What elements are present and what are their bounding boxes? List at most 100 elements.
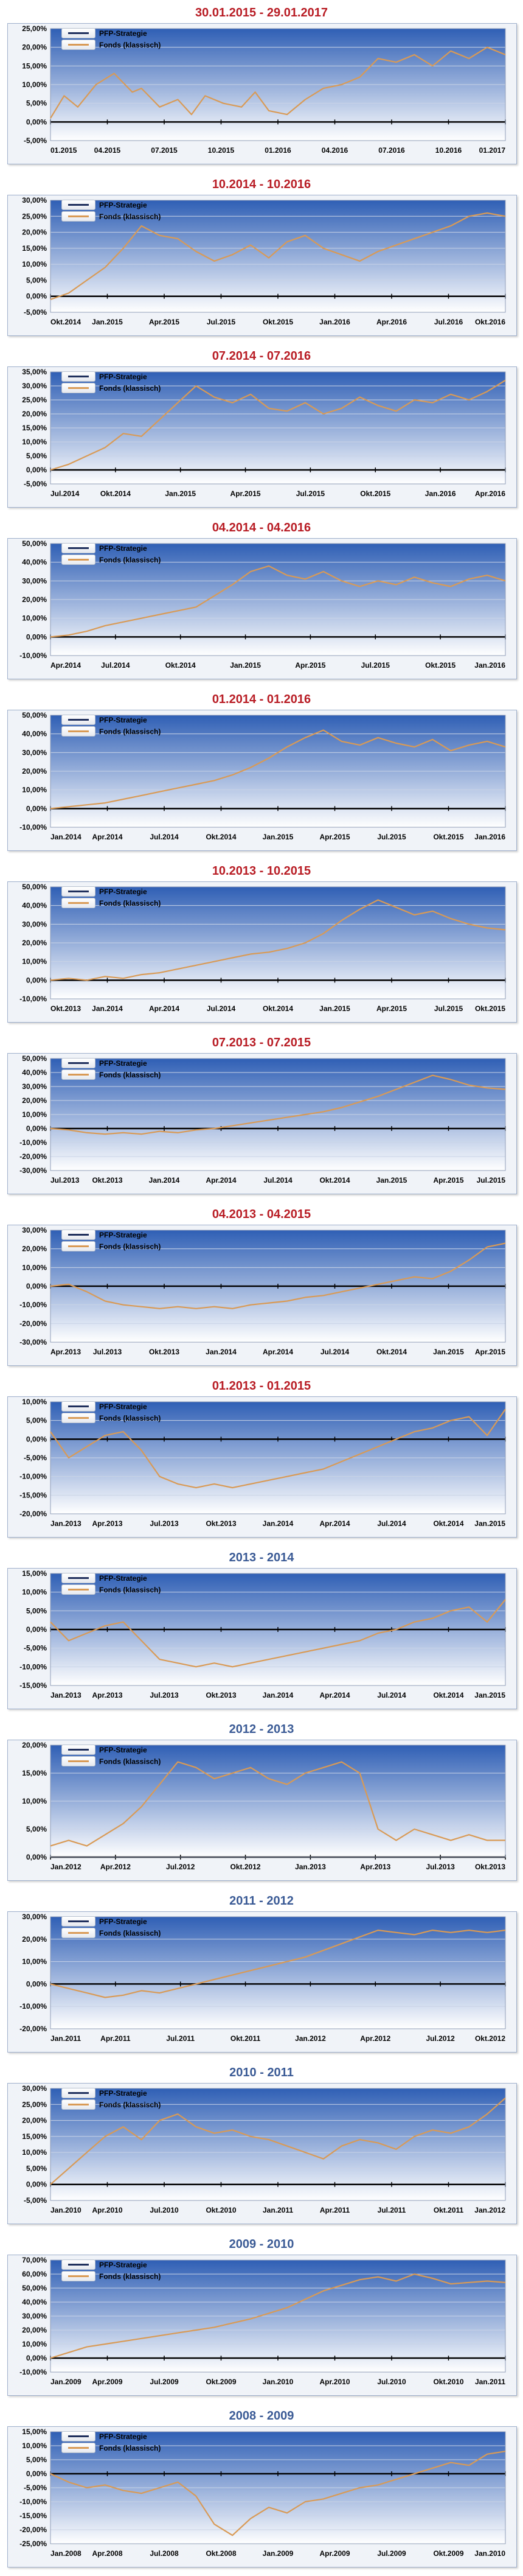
x-tick-label: Jul.2009 bbox=[377, 2549, 406, 2558]
x-tick-label: Jul.2014 bbox=[101, 661, 130, 670]
y-tick-label: -5,00% bbox=[24, 2196, 47, 2205]
x-tick-label: 01.2015 bbox=[50, 146, 77, 155]
y-tick-label: 25,00% bbox=[22, 396, 47, 404]
x-tick-label: Okt.2012 bbox=[475, 2034, 505, 2043]
x-tick-label: Apr.2015 bbox=[295, 661, 325, 670]
y-tick-label: 30,00% bbox=[22, 1226, 47, 1234]
chart-title: 07.2014 - 07.2016 bbox=[212, 349, 311, 363]
plot-border bbox=[50, 886, 506, 999]
legend-item-strategy: PFP-Strategie bbox=[61, 886, 161, 897]
x-tick-label: Okt.2014 bbox=[100, 489, 131, 498]
y-tick-label: 20,00% bbox=[22, 2326, 47, 2334]
x-tick-label: Okt.2012 bbox=[230, 1863, 261, 1871]
x-tick-label: Okt.2014 bbox=[433, 1519, 463, 1528]
chart-frame: 50,00% 40,00% 30,00% 20,00% 10,00% 0,00% -10,0… bbox=[7, 1053, 517, 1194]
y-tick-label: 15,00% bbox=[22, 1769, 47, 1777]
x-tick-label: Okt.2010 bbox=[433, 2378, 463, 2386]
y-tick-label: 10,00% bbox=[22, 1398, 47, 1406]
y-tick-label: -5,00% bbox=[24, 1454, 47, 1462]
line-chart: 50,00% 40,00% 30,00% 20,00% 10,00% 0,00% -10,0… bbox=[19, 1054, 506, 1185]
x-tick-label: Jan.2012 bbox=[474, 2206, 505, 2214]
x-tick-label: Jan.2011 bbox=[50, 2034, 81, 2043]
legend-item-strategy: PFP-Strategie bbox=[61, 1057, 161, 1069]
legend-label-strategy: PFP-Strategie bbox=[99, 1059, 147, 1068]
legend-label-fund: Fonds (klassisch) bbox=[99, 1242, 161, 1251]
chart-panel: 04.2014 - 04.2016 50,00% 40,00% 30,00% 20,00… bbox=[0, 515, 523, 687]
legend-swatch-fund bbox=[61, 40, 95, 50]
x-tick-label: Okt.2015 bbox=[263, 318, 293, 326]
chart-title: 01.2013 - 01.2015 bbox=[212, 1379, 311, 1393]
y-tick-label: -20,00% bbox=[19, 2525, 47, 2534]
y-tick-label: 25,00% bbox=[22, 2100, 47, 2109]
x-tick-label: Jan.2016 bbox=[474, 661, 505, 670]
chart-legend: PFP-Strategie Fonds (klassisch) bbox=[61, 714, 161, 737]
legend-swatch-fund bbox=[61, 898, 95, 908]
x-tick-label: Apr.2013 bbox=[360, 1863, 390, 1871]
y-tick-label: 0,00% bbox=[26, 2354, 47, 2362]
legend-item-fund: Fonds (klassisch) bbox=[61, 39, 161, 51]
chart-frame: 25,00% 20,00% 15,00% 10,00% 5,00% 0,00% -5,00%… bbox=[7, 23, 517, 164]
x-tick-label: Apr.2011 bbox=[320, 2206, 350, 2214]
legend-swatch-strategy bbox=[61, 2259, 95, 2270]
chart-panel: 01.2013 - 01.2015 10,00% 5,00% 0,00% -5,00% -… bbox=[0, 1373, 523, 1545]
x-tick-label: Okt.2014 bbox=[263, 1004, 293, 1013]
y-tick-label: 0,00% bbox=[26, 976, 47, 984]
y-tick-label: -10,00% bbox=[19, 1472, 47, 1481]
legend-label-fund: Fonds (klassisch) bbox=[99, 727, 161, 736]
x-tick-label: Jan.2015 bbox=[230, 661, 261, 670]
y-tick-label: 0,00% bbox=[26, 1853, 47, 1861]
x-tick-label: Okt.2013 bbox=[206, 1691, 236, 1699]
legend-swatch-fund bbox=[61, 726, 95, 737]
x-tick-label: Jul.2014 bbox=[320, 1348, 350, 1356]
line-chart: 50,00% 40,00% 30,00% 20,00% 10,00% 0,00% -10,0… bbox=[19, 539, 506, 670]
legend-label-strategy: PFP-Strategie bbox=[99, 544, 147, 553]
y-tick-label: -20,00% bbox=[19, 2025, 47, 2033]
y-tick-label: 15,00% bbox=[22, 2132, 47, 2141]
chart-legend: PFP-Strategie Fonds (klassisch) bbox=[61, 199, 161, 222]
chart-title: 2009 - 2010 bbox=[229, 2238, 294, 2251]
chart-panel: 04.2013 - 04.2015 30,00% 20,00% 10,00% 0,00%… bbox=[0, 1202, 523, 1373]
chart-title: 2008 - 2009 bbox=[229, 2409, 294, 2423]
y-tick-label: 10,00% bbox=[22, 438, 47, 446]
x-tick-label: Apr.2010 bbox=[319, 2378, 350, 2386]
x-tick-label: Jul.2015 bbox=[207, 318, 236, 326]
x-tick-label: Jan.2010 bbox=[263, 2378, 294, 2386]
x-tick-label: Jan.2015 bbox=[376, 1176, 407, 1185]
chart-frame: 15,00% 10,00% 5,00% 0,00% -5,00% -10,00% -15,0… bbox=[7, 1568, 517, 1709]
x-tick-label: Jan.2014 bbox=[263, 1519, 294, 1528]
legend-swatch-strategy bbox=[61, 715, 95, 725]
y-tick-label: 20,00% bbox=[22, 1096, 47, 1105]
chart-legend: PFP-Strategie Fonds (klassisch) bbox=[61, 1744, 161, 1767]
y-tick-label: 10,00% bbox=[22, 614, 47, 623]
x-tick-label: Jan.2016 bbox=[425, 489, 456, 498]
x-tick-label: Jul.2009 bbox=[150, 2378, 179, 2386]
legend-item-strategy: PFP-Strategie bbox=[61, 1744, 161, 1755]
legend-label-strategy: PFP-Strategie bbox=[99, 2432, 147, 2441]
legend-item-fund: Fonds (klassisch) bbox=[61, 1755, 161, 1767]
line-chart: 30,00%20,00%10,00%0,00%-10,00%-20,00%Jan… bbox=[19, 1913, 506, 2043]
x-tick-label: Apr.2008 bbox=[92, 2549, 122, 2558]
x-tick-label: Okt.2010 bbox=[206, 2206, 236, 2214]
x-tick-label: Okt.2014 bbox=[376, 1348, 407, 1356]
legend-item-strategy: PFP-Strategie bbox=[61, 1572, 161, 1584]
chart-panel: 01.2014 - 01.2016 50,00% 40,00% 30,00% 20,00… bbox=[0, 687, 523, 858]
y-tick-label: 25,00% bbox=[22, 212, 47, 220]
legend-swatch-strategy bbox=[61, 543, 95, 553]
y-tick-label: -20,00% bbox=[19, 1319, 47, 1328]
y-tick-label: 5,00% bbox=[26, 99, 47, 108]
x-tick-label: Apr.2014 bbox=[319, 1519, 350, 1528]
x-tick-label: Apr.2015 bbox=[475, 1348, 505, 1356]
legend-label-strategy: PFP-Strategie bbox=[99, 887, 147, 896]
x-tick-label: Jan.2014 bbox=[263, 1691, 294, 1699]
x-tick-label: Apr.2013 bbox=[50, 1348, 81, 1356]
y-tick-label: 20,00% bbox=[22, 1741, 47, 1749]
y-tick-label: 60,00% bbox=[22, 2270, 47, 2278]
y-tick-label: -15,00% bbox=[19, 1681, 47, 1690]
x-tick-label: Jan.2015 bbox=[319, 1004, 350, 1013]
chart-title: 10.2014 - 10.2016 bbox=[212, 178, 311, 191]
x-tick-label: 07.2016 bbox=[378, 146, 405, 155]
legend-swatch-strategy bbox=[61, 28, 95, 38]
x-tick-label: Okt.2014 bbox=[50, 318, 81, 326]
y-tick-label: 30,00% bbox=[22, 2312, 47, 2320]
line-chart: 30,00% 25,00% 20,00% 15,00% 10,00% 5,00% 0,00%… bbox=[22, 196, 506, 326]
